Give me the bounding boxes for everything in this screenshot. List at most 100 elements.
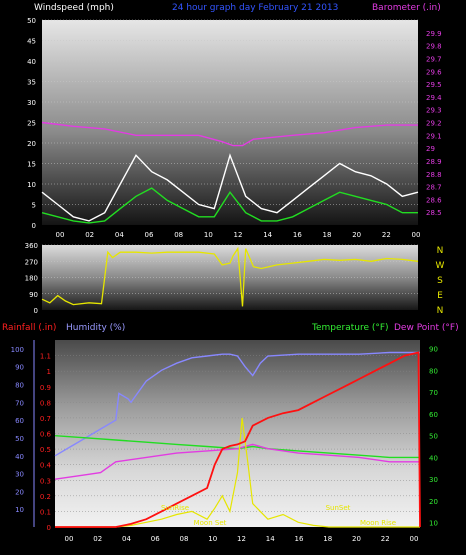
humidity-tick-label: 80: [15, 382, 24, 390]
panel3-x-tick-label: 20: [352, 535, 361, 543]
barometer-tick-label: 28.5: [426, 209, 442, 217]
panel3-x-tick-label: 16: [295, 535, 304, 543]
barometer-tick-label: 28.8: [426, 171, 442, 179]
panel1-x-tick-label: 00: [56, 231, 65, 239]
dewpoint-axis-label: Dew Point (°F): [394, 323, 459, 333]
barometer-tick-label: 29.6: [426, 68, 442, 76]
humidity-tick-label: 70: [15, 399, 24, 407]
panel1-x-tick-label: 14: [263, 231, 272, 239]
panel1-x-tick-label: 10: [204, 231, 213, 239]
temperature-tick-label: 20: [429, 498, 438, 506]
panel3-x-tick-label: 22: [381, 535, 390, 543]
barometer-tick-label: 29.5: [426, 81, 442, 89]
humidity-line: [54, 351, 420, 457]
barometer-tick-label: 28.7: [426, 184, 442, 192]
windspeed-average-line: [41, 187, 418, 224]
windspeed-tick-label: 30: [27, 99, 36, 107]
panel3-x-tick-label: 12: [237, 535, 246, 543]
temperature-tick-label: 80: [429, 367, 438, 375]
rainfall-tick-label: 0.3: [40, 477, 51, 485]
panel1-y-ticks: 0 5 10 15 20 25 30 35 40 45 50: [27, 17, 36, 230]
panel1-x-tick-label: 12: [234, 231, 243, 239]
windspeed-tick-label: 5: [32, 202, 36, 210]
panel1-x-tick-label: 06: [145, 231, 154, 239]
rainfall-tick-label: 0: [47, 524, 51, 532]
moonrise-label: Moon Rise: [360, 519, 396, 527]
panel1-x-ticks: 00 02 04 06 08 10 12 14 16 18 20 22 00: [56, 231, 421, 239]
windspeed-tick-label: 45: [27, 38, 36, 46]
windspeed-tick-label: 15: [27, 161, 36, 169]
temperature-tick-label: 10: [429, 520, 438, 528]
humidity-tick-label: 10: [15, 506, 24, 514]
wind-direction-tick-label: 90: [29, 291, 38, 299]
panel2-series: [41, 246, 419, 307]
rainfall-axis-label: Rainfall (.in): [2, 323, 56, 333]
panel1-x-tick-label: 22: [382, 231, 391, 239]
rainfall-tick-label: 0.5: [40, 446, 51, 454]
barometer-tick-label: 29: [426, 145, 435, 153]
wind-direction-tick-label: 180: [25, 275, 38, 283]
temperature-tick-label: 50: [429, 433, 438, 441]
panel1-x-tick-label: 08: [174, 231, 183, 239]
humidity-tick-label: 40: [15, 453, 24, 461]
barometer-tick-label: 28.9: [426, 158, 442, 166]
barometer-tick-label: 29.1: [426, 132, 442, 140]
windspeed-tick-label: 40: [27, 58, 36, 66]
sunrise-label: SunRise: [161, 504, 189, 512]
rainfall-tick-label: 1: [47, 368, 51, 376]
barometer-tick-label: 28.6: [426, 196, 442, 204]
panel3-x-ticks: 00 02 04 06 08 10 12 14 16 18 20 22 00: [65, 535, 419, 543]
barometer-tick-label: 29.9: [426, 30, 442, 38]
barometer-tick-label: 29.3: [426, 107, 442, 115]
barometer-tick-label: 29.7: [426, 55, 442, 63]
wind-direction-tick-label: 360: [25, 242, 38, 250]
humidity-tick-label: 100: [11, 346, 24, 354]
panel1-x-tick-label: 20: [352, 231, 361, 239]
panel3-annotations: SunRise SunSet Moon Set Moon Rise: [161, 504, 396, 527]
panel3-x-tick-label: 02: [93, 535, 102, 543]
windspeed-tick-label: 35: [27, 79, 36, 87]
panel1-x-tick-label: 02: [85, 231, 94, 239]
windspeed-tick-label: 10: [27, 181, 36, 189]
rainfall-tick-label: 0.6: [40, 431, 52, 439]
rainfall-tick-label: 0.9: [40, 384, 51, 392]
windspeed-tick-label: 50: [27, 17, 36, 25]
barometer-axis-label: Barometer (.in): [372, 3, 441, 13]
humidity-tick-label: 50: [15, 435, 24, 443]
panel1-x-tick-label: 04: [115, 231, 124, 239]
humidity-tick-label: 90: [15, 364, 24, 372]
moonset-label: Moon Set: [194, 519, 227, 527]
panel3-humidity-ticks: 10 20 30 40 50 60 70 80 90 100: [11, 340, 35, 527]
panel1-background: [42, 20, 418, 225]
rainfall-tick-label: 0.1: [40, 508, 51, 516]
barometer-tick-label: 29.8: [426, 43, 442, 51]
windspeed-tick-label: 25: [27, 120, 36, 128]
compass-tick-label: W: [436, 261, 445, 271]
temperature-tick-label: 60: [429, 411, 438, 419]
temperature-tick-label: 40: [429, 454, 438, 462]
rainfall-tick-label: 0.8: [40, 399, 51, 407]
panel3-x-tick-label: 10: [208, 535, 217, 543]
panel1-y2-ticks: 28.5 28.6 28.7 28.8 28.9 29 29.1 29.2 29.3 29.4 29…: [426, 30, 442, 217]
panel3-temperature-ticks: 10 20 30 40 50 60 70 80 90: [429, 346, 438, 528]
panel3-x-tick-label: 04: [122, 535, 131, 543]
barometer-line: [41, 121, 418, 147]
panel3-x-tick-label: 06: [151, 535, 160, 543]
panel3-x-tick-label: 00: [410, 535, 419, 543]
panel2-background: [42, 245, 418, 310]
compass-tick-label: S: [437, 276, 443, 286]
rain-rate-line: [55, 417, 420, 528]
panel1-x-tick-label: 16: [293, 231, 302, 239]
panel1-x-tick-label: 18: [323, 231, 332, 239]
panel3-x-tick-label: 14: [266, 535, 275, 543]
rain-humidity-temperature-panel: 0 0.1 0.2 0.3 0.4 0.5 0.6 0.7 0.8 0.9 1 1.1 10 20 30 4…: [2, 323, 459, 543]
windspeed-axis-label: Windspeed (mph): [34, 3, 114, 13]
panel3-series: [54, 351, 421, 528]
panel3-x-tick-label: 08: [180, 535, 189, 543]
barometer-tick-label: 29.4: [426, 94, 442, 102]
windspeed-gust-line: [41, 153, 419, 222]
